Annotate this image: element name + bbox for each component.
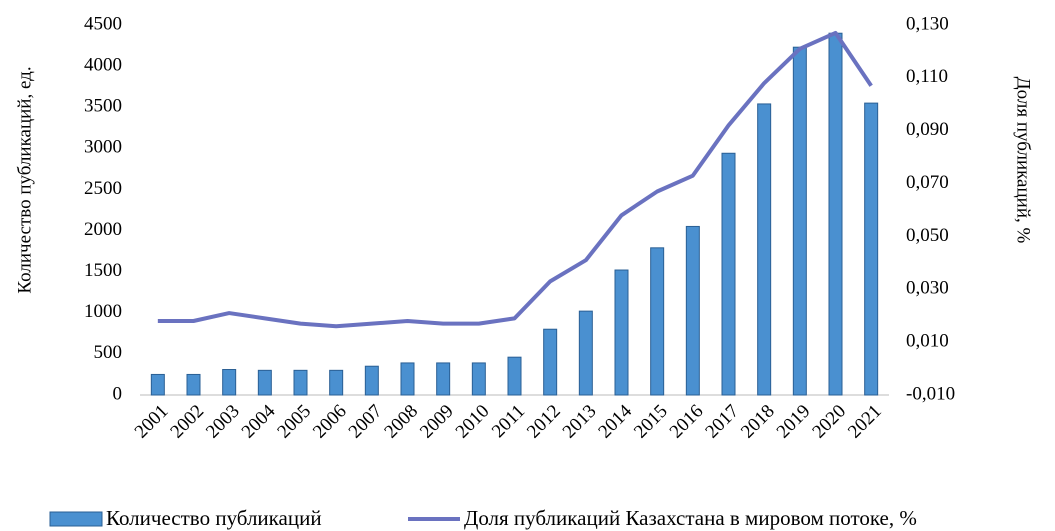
bar	[329, 369, 344, 396]
legend-label: Количество публикаций	[106, 506, 322, 530]
x-tick-label: 2009	[416, 401, 458, 443]
y2-tick-label: 0,030	[906, 278, 949, 299]
legend-swatch	[49, 511, 103, 527]
y-tick-label: 0	[113, 383, 123, 404]
x-tick-label: 2016	[666, 401, 708, 443]
y-tick-label: 500	[94, 342, 123, 363]
bar	[685, 225, 700, 396]
legend-label: Доля публикаций Казахстана в мировом пот…	[464, 506, 917, 530]
bar	[757, 103, 772, 396]
x-tick-label: 2014	[594, 400, 636, 442]
bar	[650, 247, 665, 396]
y2-tick-label: 0,110	[906, 66, 948, 87]
y-tick-label: 4500	[84, 13, 122, 34]
bar	[364, 365, 379, 396]
x-tick-label: 2021	[844, 401, 886, 443]
y2-tick-label: 0,010	[906, 331, 949, 352]
y-tick-label: 3000	[84, 137, 122, 158]
bar	[543, 328, 558, 396]
bar	[400, 362, 415, 396]
bar	[436, 362, 451, 396]
bar	[186, 373, 201, 396]
x-tick-label: 2017	[701, 401, 743, 443]
y-tick-label: 1000	[84, 301, 122, 322]
y2-tick-label: 0,130	[906, 13, 949, 34]
x-tick-label: 2007	[345, 401, 387, 443]
bar	[578, 310, 593, 396]
y-tick-label: 4000	[84, 54, 122, 75]
bar	[293, 369, 308, 396]
bar	[150, 373, 165, 396]
bar	[864, 102, 879, 396]
x-tick-label: 2011	[488, 401, 529, 442]
x-tick-label: 2003	[202, 401, 244, 443]
x-tick-label: 2005	[273, 401, 315, 443]
x-tick-label: 2013	[559, 401, 601, 443]
x-tick-label: 2001	[131, 401, 173, 443]
bar	[507, 356, 522, 396]
y2-tick-label: 0,090	[906, 119, 949, 140]
x-tick-label: 2008	[380, 401, 422, 443]
x-tick-label: 2015	[630, 401, 672, 443]
x-tick-label: 2006	[309, 401, 351, 443]
y2-tick-label: 0,050	[906, 225, 949, 246]
bar	[828, 32, 843, 396]
y-tick-label: 3500	[84, 96, 122, 117]
x-tick-label: 2020	[808, 401, 850, 443]
y2-tick-label: -0,010	[906, 383, 955, 404]
x-tick-label: 2019	[773, 401, 815, 443]
x-tick-label: 2018	[737, 401, 779, 443]
bar	[614, 269, 629, 396]
bar	[257, 369, 272, 396]
y-tick-label: 2500	[84, 178, 122, 199]
y-tick-label: 2000	[84, 219, 122, 240]
x-tick-label: 2012	[523, 401, 565, 443]
y2-axis-label: Доля публикаций, %	[1013, 77, 1034, 244]
x-tick-label: 2004	[238, 400, 280, 442]
bar	[721, 152, 736, 396]
y-tick-label: 1500	[84, 260, 122, 281]
x-tick-label: 2010	[452, 401, 494, 443]
y-axis-label: Количество публикаций, ед.	[14, 66, 35, 293]
bar	[222, 369, 237, 396]
bar	[792, 46, 807, 396]
bar	[471, 362, 486, 396]
line	[157, 30, 873, 329]
x-tick-label: 2002	[166, 401, 208, 443]
y2-tick-label: 0,070	[906, 172, 949, 193]
